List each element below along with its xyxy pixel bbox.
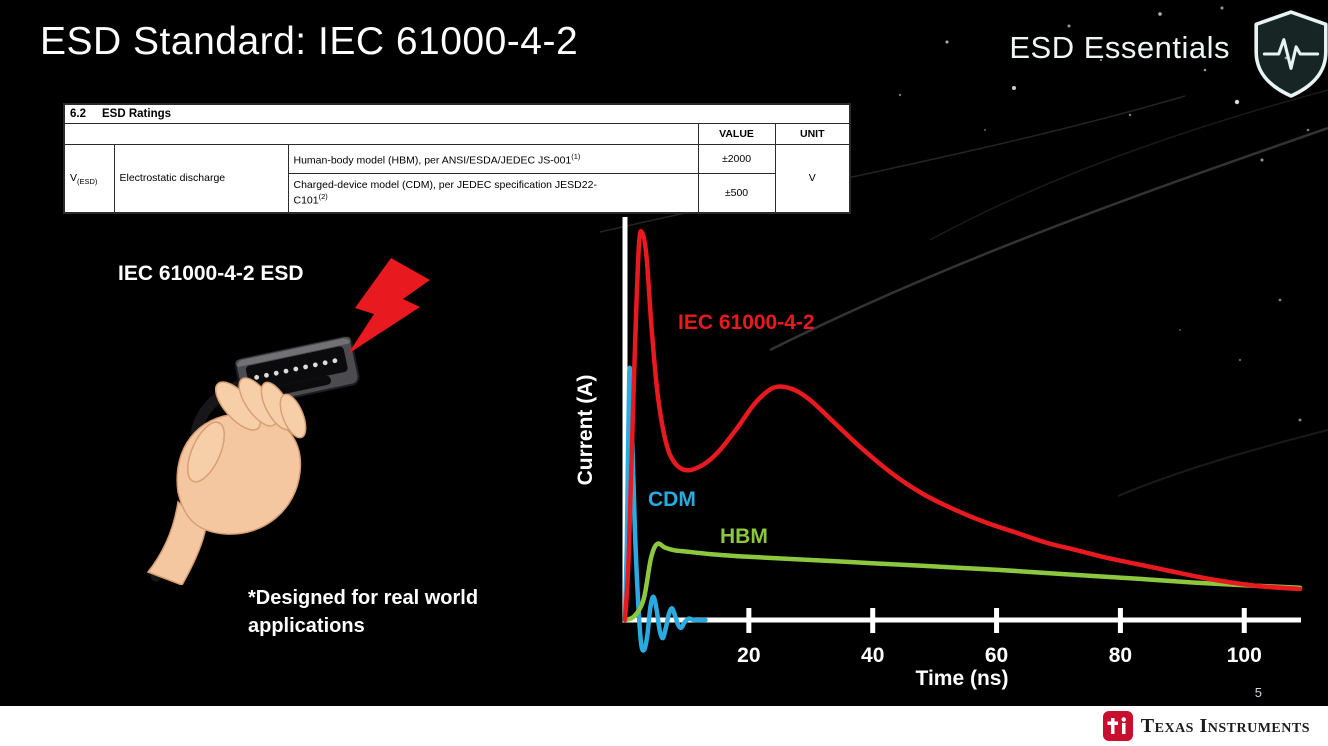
cdm-description-cell: Charged-device model (CDM), per JEDEC sp…	[287, 173, 699, 214]
ti-logo-text: Texas Instruments	[1140, 714, 1310, 737]
footnote-line2: applications	[248, 615, 365, 637]
footnote-line1: *Designed for real world	[248, 587, 479, 609]
hdmi-pins	[254, 358, 338, 380]
hbm-value-cell: ±2000	[697, 144, 776, 175]
row-label-esd: Electrostatic discharge	[113, 144, 289, 214]
lightning-bolt-icon	[348, 258, 430, 354]
illustration-label: IEC 61000-4-2 ESD	[118, 262, 304, 285]
hbm-description-cell: Human-body model (HBM), per ANSI/ESDA/JE…	[287, 144, 699, 175]
esd-current-waveform-chart: 20 40 60 80 100 Current (A) Time (ns) IEC 61…	[560, 205, 1320, 705]
svg-text:60: 60	[985, 644, 1008, 667]
table-section-number: 6.2	[70, 108, 86, 120]
ti-logo-icon	[1102, 711, 1133, 741]
col-header-unit: UNIT	[774, 123, 851, 146]
y-axis-label: Current (A)	[574, 374, 597, 486]
series-label-cdm: CDM	[648, 488, 696, 511]
svg-text:20: 20	[737, 644, 760, 667]
page-title: ESD Standard: IEC 61000-4-2	[40, 20, 579, 63]
shield-pulse-icon	[1254, 10, 1328, 98]
table-empty-header-cell	[63, 123, 699, 146]
svg-text:40: 40	[861, 644, 884, 667]
hand-hdmi-illustration	[146, 258, 430, 585]
esd-ratings-table: 6.2 ESD Ratings VALUE UNIT V(ESD) Electro…	[63, 103, 852, 215]
table-section-title: ESD Ratings	[102, 108, 172, 120]
hand	[146, 377, 307, 585]
unit-cell: V	[774, 144, 851, 214]
table-section-header: 6.2 ESD Ratings	[63, 103, 851, 125]
brand-title: ESD Essentials	[1009, 30, 1230, 65]
svg-text:100: 100	[1227, 644, 1262, 667]
col-header-value: VALUE	[697, 123, 776, 146]
row-symbol-vesd: V(ESD)	[63, 144, 115, 214]
ti-logo: Texas Instruments	[1102, 711, 1310, 741]
series-label-hbm: HBM	[720, 525, 768, 548]
page-number: 5	[1254, 685, 1262, 700]
series-label-iec: IEC 61000-4-2	[678, 311, 815, 334]
footer-bar: Texas Instruments	[0, 706, 1328, 746]
footnote: *Designed for real world applications	[248, 584, 478, 640]
svg-text:80: 80	[1109, 644, 1132, 667]
chart-canvas: 20 40 60 80 100	[622, 217, 1303, 667]
cdm-value-cell: ±500	[697, 173, 776, 214]
x-axis-label: Time (ns)	[915, 667, 1009, 690]
